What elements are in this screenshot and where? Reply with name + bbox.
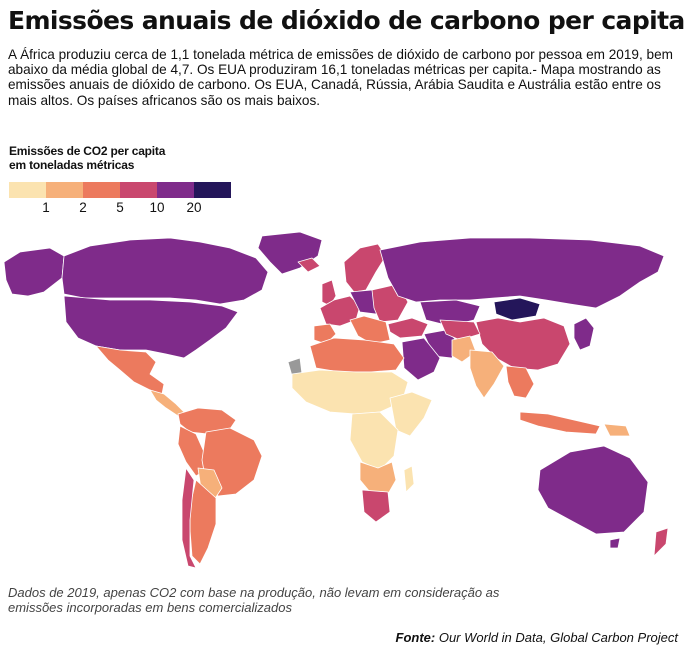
region-usa [63,295,239,359]
legend-swatch [157,182,194,198]
region-india [469,349,505,399]
map-description: A África produziu cerca de 1,1 tonelada … [8,47,673,108]
region-central-america [149,389,185,417]
source-text: Our World in Data, Global Carbon Project [435,630,678,645]
legend-swatch [120,182,157,198]
legend-title: Emissões de CO2 per capita em toneladas … [9,144,269,172]
region-italy-balkans [349,315,391,345]
region-korea-japan [573,317,595,351]
region-tasmania [609,537,621,549]
region-north-africa [309,337,405,373]
region-arabia [401,337,441,381]
legend-swatch [46,182,83,198]
data-note: Dados de 2019, apenas CO2 com base na pr… [8,585,500,615]
legend-title-line1: Emissões de CO2 per capita [9,144,166,158]
region-alaska [3,247,65,297]
legend-tick: 1 [42,200,50,215]
region-southern-africa [359,461,397,495]
region-sahel-west-africa [291,369,409,415]
region-australia [537,445,649,535]
region-kazakhstan [419,299,481,327]
legend-title-line2: em toneladas métricas [9,158,135,172]
region-mongolia [493,297,541,321]
legend-swatch [9,182,46,198]
legend-color-bar [9,182,231,198]
region-new-zealand [653,527,669,557]
region-southeast-asia [505,365,535,399]
region-central-africa [349,411,399,471]
source-label: Fonte: [395,630,436,645]
legend-tick: 20 [186,200,202,215]
legend-swatch [83,182,120,198]
region-papua [603,423,631,437]
source-credit: Fonte: Our World in Data, Global Carbon … [396,630,679,645]
region-canada [61,237,269,305]
region-indonesia [519,411,601,435]
map-title: Emissões anuais de dióxido de carbono pe… [8,6,684,35]
region-scandinavia [343,243,387,293]
region-south-africa [361,489,391,523]
region-madagascar [403,465,415,493]
region-turkey-caucasus [387,317,429,339]
legend-swatch [194,182,231,198]
world-map [3,231,669,569]
region-mexico [95,345,165,395]
legend-tick: 2 [79,200,87,215]
legend-tick: 10 [149,200,165,215]
region-iceland [297,257,321,273]
region-russia [379,237,665,309]
region-chile [181,467,197,569]
legend-tick: 5 [116,200,124,215]
